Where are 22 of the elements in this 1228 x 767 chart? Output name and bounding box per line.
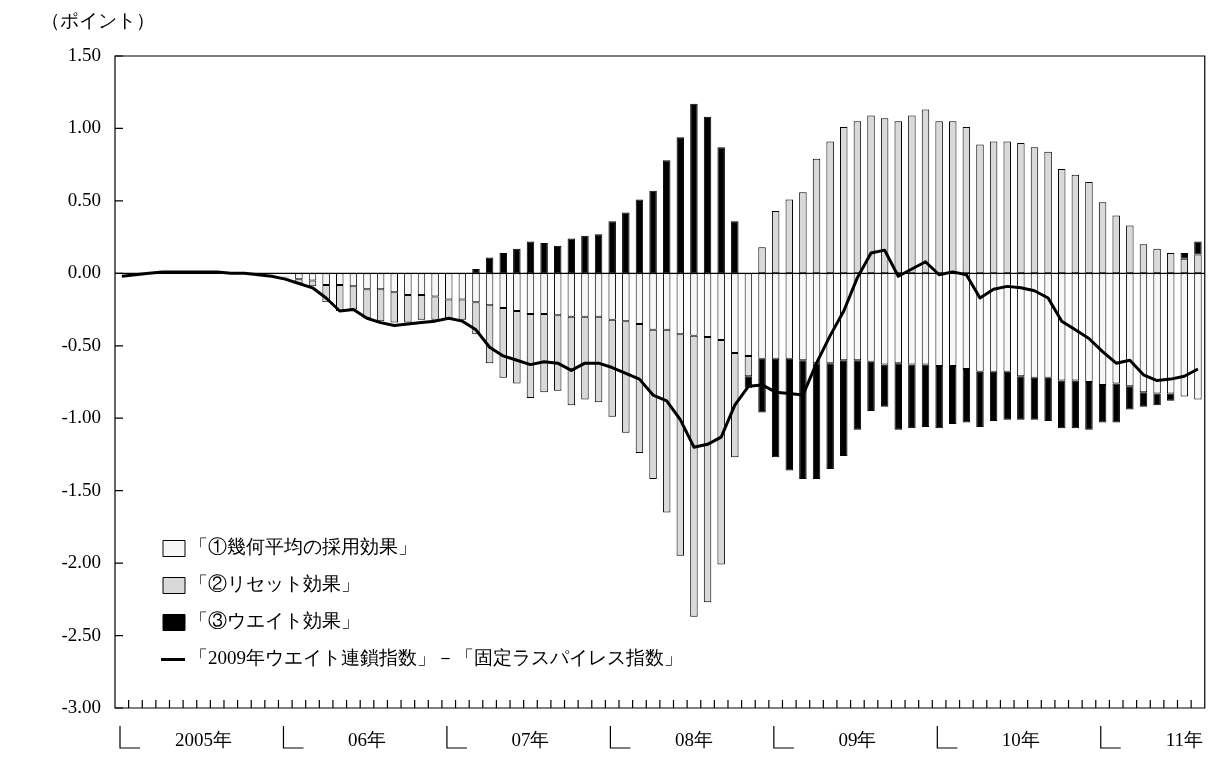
y-tick-label: -0.50 [61, 333, 101, 355]
x-tick-label: 11年 [1165, 729, 1203, 751]
y-tick-label: 0.00 [67, 261, 101, 283]
x-tick-label: 08年 [674, 729, 713, 751]
y-axis-title: （ポイント） [41, 9, 155, 31]
y-tick-label: 1.00 [67, 116, 101, 138]
legend-label: 「2009年ウエイト連鎖指数」－「固定ラスパイレス指数」 [189, 647, 683, 669]
x-tick-label: 09年 [838, 729, 877, 751]
legend-label: 「②リセット効果」 [189, 573, 360, 595]
legend-label: 「③ウエイト効果」 [189, 610, 360, 632]
x-tick-label: 2005年 [175, 729, 233, 751]
y-tick-label: -3.00 [61, 695, 101, 717]
x-tick-label: 06年 [348, 729, 386, 751]
y-tick-label: 1.50 [67, 43, 101, 65]
legend-label: 「①幾何平均の採用効果」 [189, 536, 417, 558]
y-tick-label: -1.00 [61, 406, 101, 428]
x-tick-label: 07年 [511, 729, 550, 751]
y-tick-label: 0.50 [67, 188, 101, 210]
y-tick-label: -2.50 [61, 623, 101, 645]
y-tick-label: -2.00 [61, 551, 101, 573]
y-tick-label: -1.50 [61, 478, 101, 500]
x-tick-label: 10年 [1001, 729, 1040, 751]
